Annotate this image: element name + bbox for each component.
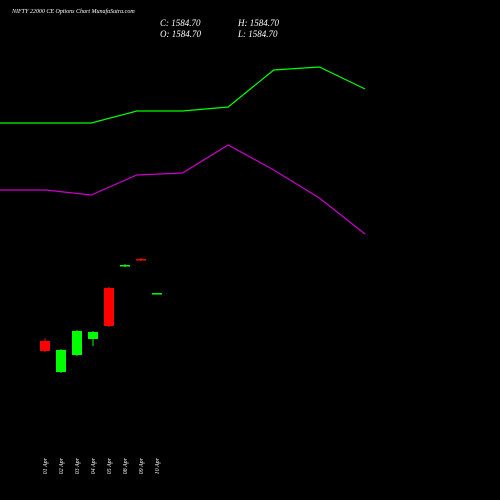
candle-body xyxy=(136,259,146,261)
candle-body xyxy=(104,288,114,326)
x-tick-label: 08 Apr xyxy=(123,457,129,474)
candle-body xyxy=(88,332,98,339)
x-tick-label: 10 Apr xyxy=(155,457,161,474)
x-tick-label: 05 Apr xyxy=(107,457,113,474)
x-tick-label: 04 Apr xyxy=(90,457,97,474)
x-tick-label: 01 Apr xyxy=(43,457,49,474)
open-label: O: 1584.70 xyxy=(160,29,201,39)
candle-body xyxy=(40,341,50,351)
close-label: C: 1584.70 xyxy=(160,18,201,28)
x-tick-label: 02 Apr xyxy=(59,457,65,474)
candle-body xyxy=(120,265,130,267)
candle-body xyxy=(56,350,66,372)
band-line xyxy=(0,66,366,124)
chart-title: NIFTY 22000 CE Options Chart MunafaSutra… xyxy=(11,8,135,15)
candle-body xyxy=(152,293,162,295)
low-label: L: 1584.70 xyxy=(237,29,278,39)
x-tick-label: 09 Apr xyxy=(139,457,145,474)
high-label: H: 1584.70 xyxy=(237,18,279,28)
x-tick-label: 03 Apr xyxy=(75,457,81,474)
band-line xyxy=(0,144,366,235)
candle-body xyxy=(72,331,82,355)
